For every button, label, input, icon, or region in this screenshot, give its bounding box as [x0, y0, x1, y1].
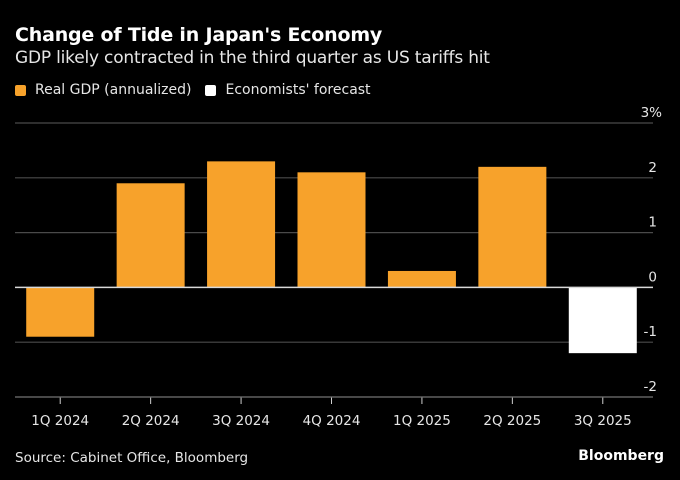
source-note: Source: Cabinet Office, Bloomberg: [15, 450, 249, 466]
x-tick-label: 4Q 2024: [303, 413, 361, 429]
y-tick-label: 2: [648, 160, 657, 176]
bar-real-gdp: [297, 172, 366, 288]
bar-real-gdp: [26, 287, 95, 337]
x-tick-label: 2Q 2024: [122, 413, 180, 429]
y-tick-label: 3%: [641, 105, 663, 121]
x-tick-label: 3Q 2025: [574, 413, 632, 429]
legend-item-forecast: Economists' forecast: [205, 82, 371, 98]
legend-label-real-gdp: Real GDP (annualized): [35, 82, 192, 98]
bar-real-gdp: [478, 166, 547, 288]
bars: [26, 161, 637, 354]
axes: 3% 2 1 0 -1 -2 1Q 2024 2Q 2024 3Q 2024 4Q 2024 1Q …: [15, 105, 662, 429]
y-tick-label: -2: [644, 379, 657, 395]
bar-real-gdp: [387, 270, 456, 288]
x-tick-label: 1Q 2024: [31, 413, 89, 429]
legend-swatch-forecast: [205, 84, 217, 96]
legend-swatch-real-gdp: [15, 84, 26, 96]
brand-logo: Bloomberg: [578, 448, 664, 464]
y-tick-label: 1: [648, 215, 657, 231]
chart-title: Change of Tide in Japan's Economy: [15, 24, 383, 46]
legend-label-forecast: Economists' forecast: [225, 82, 371, 98]
legend-item-real-gdp: Real GDP (annualized): [15, 82, 191, 98]
x-tick-label: 2Q 2025: [483, 413, 541, 429]
y-tick-label: 0: [648, 269, 657, 285]
bar-real-gdp: [207, 161, 276, 288]
legend: Real GDP (annualized) Economists' foreca…: [15, 82, 385, 98]
chart-subtitle: GDP likely contracted in the third quart…: [15, 48, 490, 68]
y-tick-label: -1: [644, 324, 657, 340]
bar-forecast: [568, 287, 637, 354]
x-tick-label: 1Q 2025: [393, 413, 451, 429]
bar-real-gdp: [116, 183, 185, 288]
x-tick-label: 3Q 2024: [212, 413, 270, 429]
